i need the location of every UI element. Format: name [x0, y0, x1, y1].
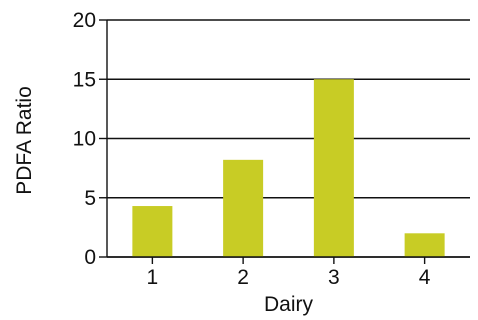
y-tick-labels: 0 5 10 15 20 — [73, 9, 96, 269]
x-tick-label-4: 4 — [419, 266, 431, 289]
x-tick-labels: 1 2 3 4 — [147, 266, 431, 289]
bar-dairy-1 — [132, 206, 173, 257]
y-tick-label-15: 15 — [73, 68, 96, 91]
bar-dairy-4 — [404, 233, 445, 257]
y-tick-label-20: 20 — [73, 9, 96, 32]
y-tick-label-10: 10 — [73, 128, 96, 151]
bar-dairy-2 — [223, 159, 264, 257]
y-tick-label-0: 0 — [84, 246, 96, 269]
axes — [99, 19, 470, 264]
x-tick-label-3: 3 — [328, 266, 340, 289]
x-tick-label-2: 2 — [237, 266, 249, 289]
y-tick-label-5: 5 — [84, 187, 96, 210]
y-axis-label: PDFA Ratio — [13, 86, 36, 195]
bar-dairy-3 — [313, 79, 354, 257]
bars — [132, 79, 445, 257]
x-axis-label: Dairy — [264, 293, 314, 316]
x-tick-label-1: 1 — [147, 266, 159, 289]
